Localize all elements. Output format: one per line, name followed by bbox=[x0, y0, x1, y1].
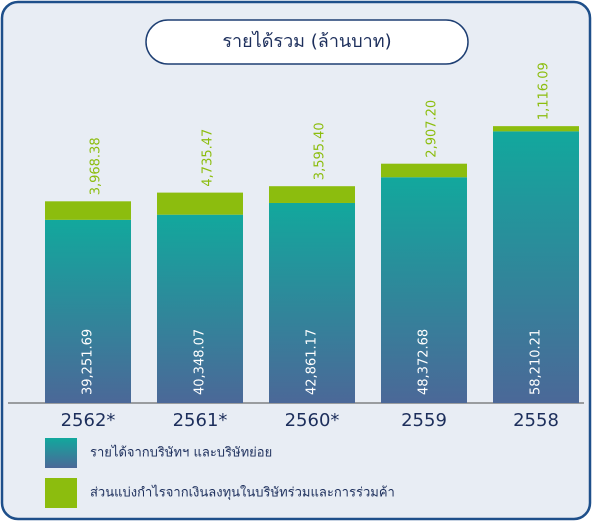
value-label: 40,348.07 bbox=[193, 329, 208, 395]
legend-swatch bbox=[45, 438, 77, 468]
value-label: 42,861.17 bbox=[305, 329, 320, 395]
bar-segment bbox=[269, 202, 355, 403]
x-tick-label: 2560* bbox=[285, 410, 340, 431]
bar-segment bbox=[381, 177, 467, 403]
value-label: 3,968.38 bbox=[89, 137, 104, 195]
bar-segment bbox=[493, 126, 579, 132]
bar-segment bbox=[381, 163, 467, 178]
value-label: 2,907.20 bbox=[425, 100, 440, 158]
value-label: 48,372.68 bbox=[417, 329, 432, 395]
x-tick-label: 2562* bbox=[61, 410, 116, 431]
value-label: 58,210.21 bbox=[529, 329, 544, 395]
legend-swatch bbox=[45, 478, 77, 508]
x-tick-label: 2559 bbox=[401, 410, 447, 431]
bar-segment bbox=[493, 131, 579, 403]
bar-segment bbox=[157, 192, 243, 215]
value-label: 4,735.47 bbox=[201, 129, 216, 187]
bar-segment bbox=[45, 201, 131, 220]
bar-segment bbox=[157, 214, 243, 403]
value-label: 39,251.69 bbox=[81, 329, 96, 395]
bar-segment bbox=[45, 219, 131, 403]
x-tick-label: 2561* bbox=[173, 410, 228, 431]
bar-segment bbox=[269, 186, 355, 203]
x-tick-label: 2558 bbox=[513, 410, 559, 431]
chart-title: รายได้รวม (ล้านบาท) bbox=[222, 30, 391, 52]
value-label: 3,595.40 bbox=[313, 122, 328, 180]
value-label: 1,116.09 bbox=[537, 62, 552, 120]
title-box bbox=[145, 19, 469, 65]
legend-label: รายได้จากบริษัทฯ และบริษัทย่อย bbox=[90, 445, 272, 461]
legend-label: ส่วนแบ่งกำไรจากเงินลงทุนในบริษัทร่วมและก… bbox=[90, 485, 395, 501]
